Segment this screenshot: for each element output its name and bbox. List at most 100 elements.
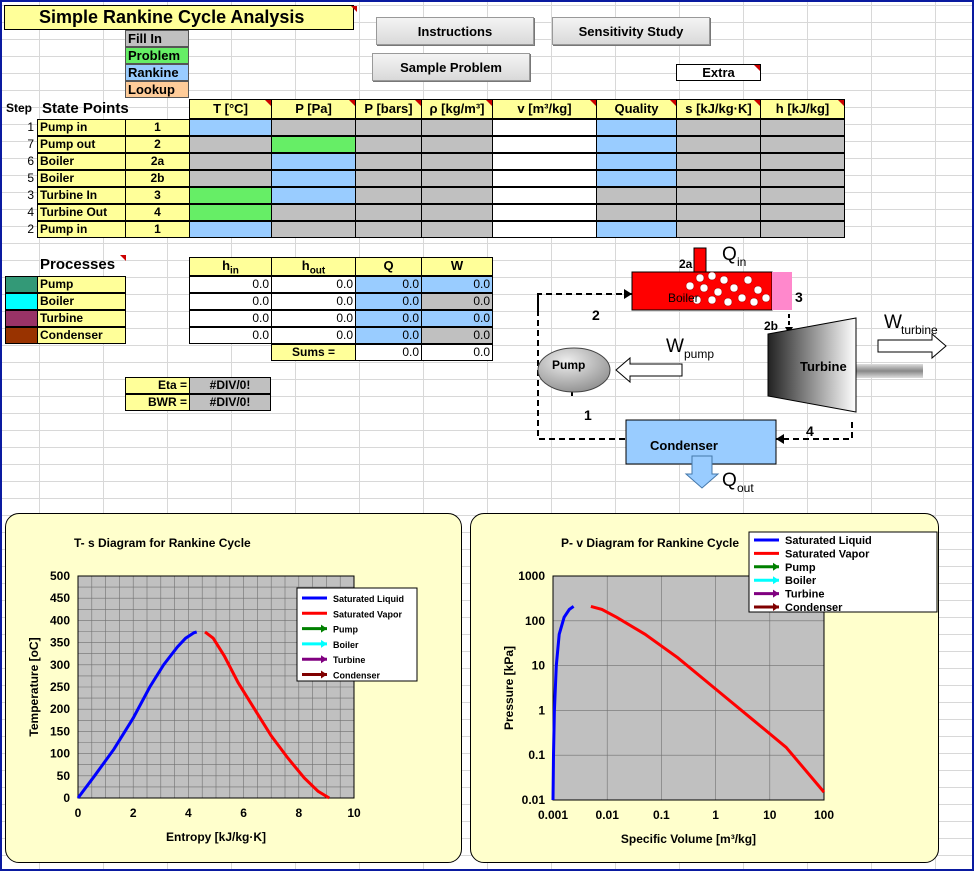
state-value-cell[interactable] (271, 221, 356, 238)
state-value-cell[interactable] (676, 136, 761, 153)
process-value-cell: 0.0 (421, 293, 493, 310)
state-value-cell[interactable] (355, 187, 422, 204)
y-tick-label: 150 (50, 724, 70, 738)
state-value-cell[interactable] (421, 119, 493, 136)
state-value-cell[interactable] (189, 204, 272, 221)
state-row-point: 2b (125, 170, 190, 187)
x-tick-label: 10 (763, 808, 777, 822)
legend-label: Turbine (785, 589, 825, 601)
process-column-header: W (421, 257, 493, 276)
state-value-cell[interactable] (271, 153, 356, 170)
state-value-cell[interactable] (596, 119, 677, 136)
state-value-cell[interactable] (355, 136, 422, 153)
state-value-cell[interactable] (492, 187, 597, 204)
state-row-name: Pump in (37, 221, 126, 238)
state-value-cell[interactable] (271, 136, 356, 153)
legend-label: Pump (333, 625, 359, 635)
state-value-cell[interactable] (676, 204, 761, 221)
state-column-header: T [°C] (189, 99, 272, 119)
process-row-name: Boiler (37, 293, 126, 310)
state-row-point: 2 (125, 136, 190, 153)
state-value-cell[interactable] (189, 221, 272, 238)
legend-label: Boiler (333, 640, 359, 650)
state-value-cell[interactable] (760, 204, 845, 221)
state-value-cell[interactable] (189, 170, 272, 187)
legend-arrow (773, 603, 779, 611)
state-value-cell[interactable] (421, 136, 493, 153)
state-value-cell[interactable] (492, 136, 597, 153)
ts-chart-title: T- s Diagram for Rankine Cycle (74, 536, 251, 550)
state-value-cell[interactable] (421, 187, 493, 204)
state-value-cell[interactable] (421, 153, 493, 170)
state-value-cell[interactable] (760, 136, 845, 153)
legend-label: Condenser (785, 602, 843, 614)
state-value-cell[interactable] (760, 153, 845, 170)
instructions-button[interactable]: Instructions (376, 17, 534, 45)
state-value-cell[interactable] (421, 204, 493, 221)
svg-text:W: W (884, 312, 902, 333)
processes-title: Processes (37, 255, 126, 275)
state-value-cell[interactable] (271, 119, 356, 136)
state-value-cell[interactable] (760, 187, 845, 204)
process-row-name: Condenser (37, 327, 126, 344)
state-value-cell[interactable] (676, 153, 761, 170)
y-tick-label: 450 (50, 591, 70, 605)
state-value-cell[interactable] (596, 170, 677, 187)
plot-border (552, 575, 825, 801)
extra-button[interactable]: Extra (676, 64, 761, 81)
state-row-step: 2 (27, 222, 34, 236)
state-row-name: Boiler (37, 170, 126, 187)
state-value-cell[interactable] (355, 170, 422, 187)
state-value-cell[interactable] (189, 119, 272, 136)
y-tick-label: 500 (50, 569, 70, 583)
state-value-cell[interactable] (492, 170, 597, 187)
bwr-value: #DIV/0! (189, 394, 271, 411)
state-row-name: Pump out (37, 136, 126, 153)
state-value-cell[interactable] (676, 187, 761, 204)
state-value-cell[interactable] (596, 136, 677, 153)
state-value-cell[interactable] (760, 170, 845, 187)
sensitivity-study-button[interactable]: Sensitivity Study (552, 17, 710, 45)
legend-arrow (773, 576, 779, 585)
state-value-cell[interactable] (355, 204, 422, 221)
legend-label: Saturated Liquid (785, 535, 872, 547)
state-value-cell[interactable] (189, 136, 272, 153)
process-column-header: Q (355, 257, 422, 276)
svg-text:Q: Q (722, 470, 737, 491)
state-value-cell[interactable] (271, 170, 356, 187)
state-value-cell[interactable] (596, 153, 677, 170)
state-value-cell[interactable] (596, 204, 677, 221)
state-value-cell[interactable] (271, 204, 356, 221)
state-value-cell[interactable] (492, 153, 597, 170)
state-value-cell[interactable] (676, 170, 761, 187)
state-value-cell[interactable] (596, 187, 677, 204)
state-value-cell[interactable] (421, 170, 493, 187)
rankine-cycle-diagram: Boiler Turbine Pump Condenser 2a 3 2 2b … (537, 244, 947, 495)
state-value-cell[interactable] (760, 119, 845, 136)
pv-chart-title: P- v Diagram for Rankine Cycle (561, 536, 740, 550)
state-value-cell[interactable] (492, 204, 597, 221)
state-value-cell[interactable] (271, 187, 356, 204)
state-column-header: s [kJ/kg·K] (676, 99, 761, 119)
state-column-header: Quality (596, 99, 677, 119)
sample-problem-button[interactable]: Sample Problem (372, 53, 530, 81)
state-value-cell[interactable] (492, 119, 597, 136)
state-value-cell[interactable] (355, 119, 422, 136)
pipe-pump-to-boiler (537, 293, 632, 440)
state-value-cell[interactable] (189, 187, 272, 204)
state-value-cell[interactable] (676, 119, 761, 136)
chart-legend (748, 531, 938, 613)
eta-label: Eta = (125, 377, 190, 394)
state-value-cell[interactable] (355, 221, 422, 238)
state-value-cell[interactable] (421, 221, 493, 238)
process-value-cell: 0.0 (355, 310, 422, 327)
state-value-cell[interactable] (355, 153, 422, 170)
process-value-cell: 0.0 (421, 310, 493, 327)
state-value-cell[interactable] (189, 153, 272, 170)
y-tick-label: 200 (50, 702, 70, 716)
svg-text:2a: 2a (679, 257, 693, 271)
state-value-cell[interactable] (760, 221, 845, 238)
boiler-inlet-stub (693, 247, 707, 275)
